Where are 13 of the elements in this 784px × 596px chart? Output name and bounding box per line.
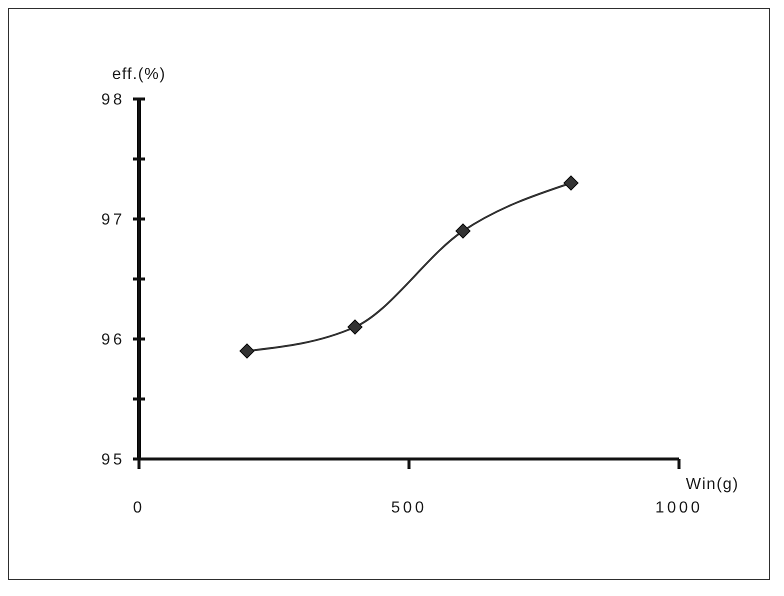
y-tick-label: 97 [101,212,125,229]
y-tick-label: 98 [101,92,125,109]
y-tick-label: 96 [101,332,125,349]
x-tick-label: 1000 [655,499,703,516]
x-tick-label: 0 [133,499,145,516]
point [240,344,254,358]
y-tick-label: 95 [101,452,125,469]
point [456,224,470,238]
point [564,176,578,190]
x-tick-label: 500 [391,499,427,516]
x-axis-title: Win(g) [686,476,739,493]
point [348,320,362,334]
y-axis-title: eff.(%) [112,66,166,83]
